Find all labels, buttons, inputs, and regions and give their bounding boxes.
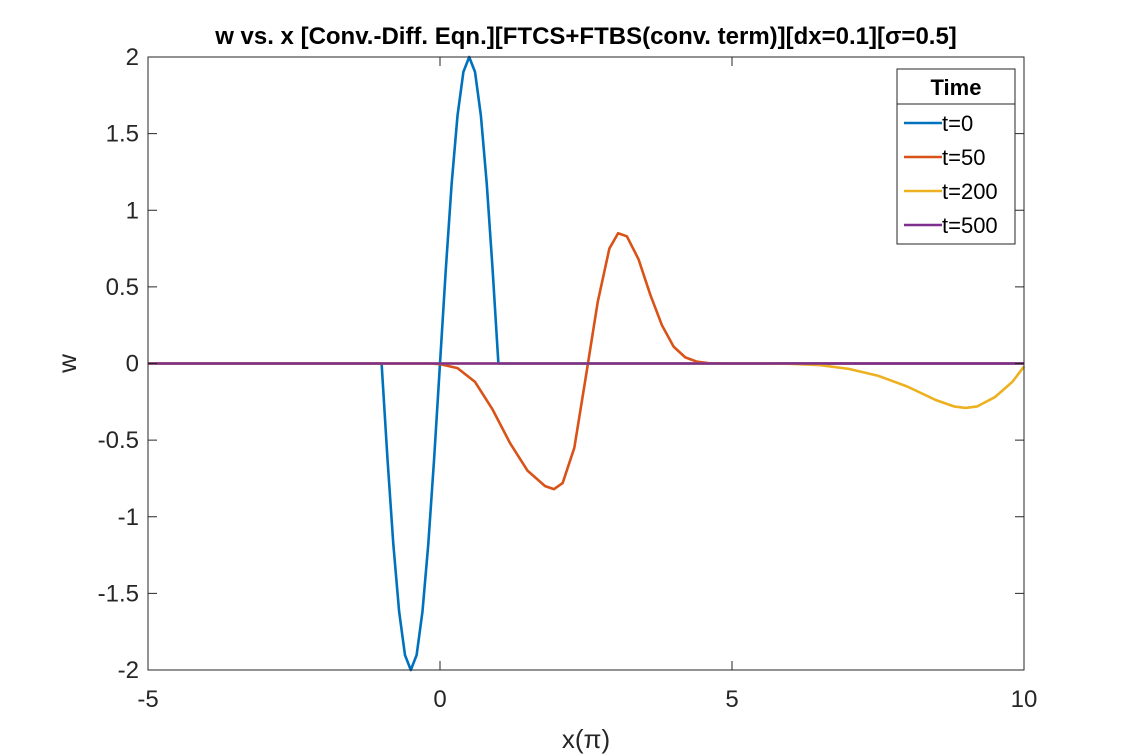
series-line-1 — [148, 231, 1024, 491]
series-layer — [148, 55, 1026, 672]
legend-entries: t=0 t=50 t=200 t=500 — [904, 111, 998, 238]
y-tick-label: -2 — [118, 657, 139, 684]
y-tick-label: 2 — [126, 44, 139, 71]
y-axis-label: w — [52, 354, 82, 374]
y-tick-label: -0.5 — [98, 427, 139, 454]
y-tick-label: 1.5 — [106, 121, 139, 148]
y-tick-labels: -2 -1.5 -1 -0.5 0 0.5 1 1.5 2 — [98, 44, 139, 684]
x-tick-labels: -5 0 5 10 — [137, 686, 1037, 713]
y-tick-label: 1 — [126, 197, 139, 224]
x-tick-label: 0 — [433, 686, 446, 713]
legend-label: t=200 — [942, 179, 998, 204]
x-tick-label: 5 — [725, 686, 738, 713]
y-tick-label: 0 — [126, 351, 139, 378]
legend-label: t=500 — [942, 213, 998, 238]
chart-title: w vs. x [Conv.-Diff. Eqn.][FTCS+FTBS(con… — [214, 23, 957, 50]
y-tick-label: 0.5 — [106, 274, 139, 301]
y-tick-label: -1 — [118, 504, 139, 531]
legend: Time t=0 t=50 t=200 t=500 — [896, 68, 1016, 245]
legend-title: Time — [931, 75, 982, 100]
legend-label: t=0 — [942, 111, 973, 136]
x-tick-label: 10 — [1011, 686, 1038, 713]
ticks-layer — [147, 56, 1025, 671]
y-tick-label: -1.5 — [98, 580, 139, 607]
x-axis-label: x(π) — [562, 724, 610, 754]
plot-area — [147, 55, 1026, 672]
legend-label: t=50 — [942, 145, 985, 170]
x-tick-label: -5 — [137, 686, 158, 713]
